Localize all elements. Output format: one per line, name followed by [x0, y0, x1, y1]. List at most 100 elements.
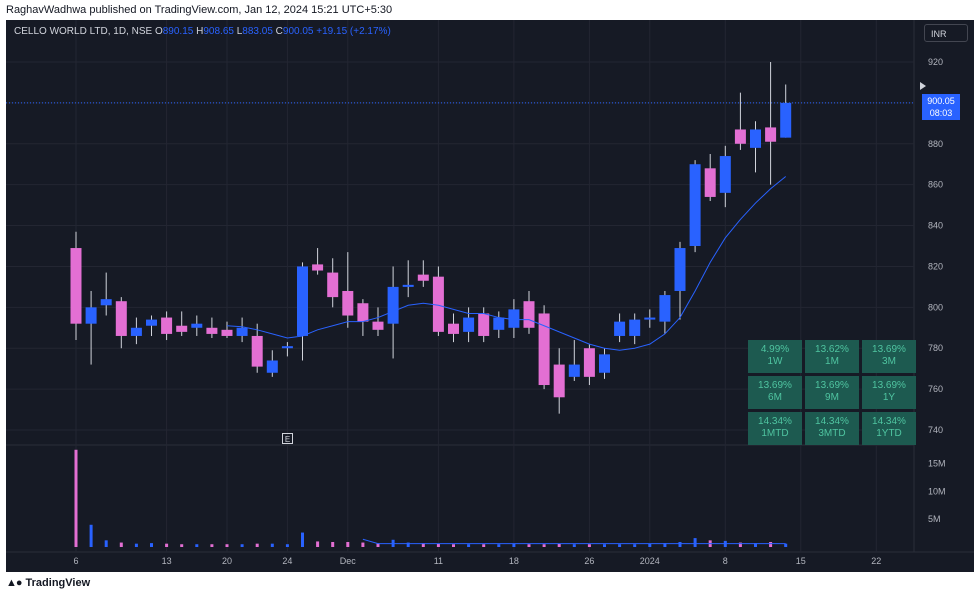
candle-body: [553, 364, 565, 398]
time-tick-label: 13: [162, 556, 172, 566]
candle-body: [734, 129, 746, 144]
candle-body: [266, 360, 278, 373]
perf-cell-1mtd: 14.34% 1MTD: [748, 412, 802, 445]
volume-bar: [738, 542, 742, 547]
candle-body: [689, 164, 701, 246]
candle-body: [281, 346, 293, 349]
perf-cell-6m: 13.69% 6M: [748, 376, 802, 409]
candle-body: [100, 299, 112, 306]
time-tick-label: 6: [73, 556, 78, 566]
candle-body: [221, 329, 233, 336]
volume-bar: [346, 542, 350, 547]
perf-value: 13.69%: [815, 380, 849, 391]
candle-body: [146, 319, 157, 326]
price-tick-label: 860: [928, 180, 943, 190]
close-value: 900.05: [282, 26, 314, 37]
tradingview-logo-icon: ▲●: [6, 577, 23, 589]
time-tick-label: 11: [434, 556, 443, 566]
candle-body: [176, 325, 188, 332]
volume-bar: [467, 544, 471, 547]
volume-tick-label: 5M: [928, 514, 941, 524]
volume-bar: [361, 542, 365, 547]
time-tick-label: 15: [796, 556, 806, 566]
time-tick-label: 18: [509, 556, 519, 566]
volume-bar: [512, 543, 516, 547]
candle-body: [780, 102, 792, 138]
perf-label: 6M: [768, 392, 782, 403]
candle-body: [312, 264, 324, 271]
candle-body: [568, 364, 580, 377]
volume-bar: [618, 544, 622, 547]
candle-body: [297, 266, 308, 336]
candle-body: [463, 317, 475, 332]
perf-value: 13.69%: [872, 344, 906, 355]
perf-cell-1w: 4.99% 1W: [748, 340, 802, 373]
candle-body: [130, 327, 142, 336]
perf-value: 13.62%: [815, 344, 849, 355]
perf-label: 1Y: [882, 392, 896, 403]
volume-bar: [240, 544, 244, 547]
volume-bar: [603, 544, 606, 547]
volume-bar: [301, 532, 304, 547]
volume-ma-line: [362, 538, 786, 545]
moving-average-line: [226, 176, 787, 351]
open-label: O: [154, 26, 163, 37]
time-tick-label: 24: [282, 556, 292, 566]
candle-body: [765, 127, 777, 142]
play-arrow-icon[interactable]: [920, 82, 926, 90]
perf-value: 13.69%: [758, 380, 792, 391]
candle-body: [674, 248, 686, 291]
candle-body: [583, 348, 595, 377]
change-value: +19.15 (+2.17%): [316, 26, 391, 37]
price-tick-label: 800: [928, 302, 943, 312]
candle-body: [493, 317, 505, 330]
candle-body: [750, 129, 761, 148]
perf-label: 1YTD: [876, 428, 902, 439]
perf-label: 1M: [825, 356, 839, 367]
candle-body: [357, 303, 369, 322]
volume-bar: [769, 542, 773, 547]
candle-body: [538, 313, 550, 386]
candle-body: [206, 327, 218, 334]
volume-bar: [376, 543, 380, 547]
perf-value: 13.69%: [872, 380, 906, 391]
volume-bar: [406, 542, 410, 547]
currency-button[interactable]: INR: [924, 24, 968, 42]
earnings-event-marker[interactable]: E: [282, 433, 293, 444]
volume-bar: [693, 538, 697, 547]
chart-area[interactable]: 9209008808608408208007807607406132024Dec…: [6, 20, 974, 572]
tradingview-logo[interactable]: ▲● TradingView: [6, 577, 90, 589]
perf-cell-9m: 13.69% 9M: [805, 376, 859, 409]
volume-bar: [210, 544, 214, 547]
candle-body: [417, 274, 429, 281]
volume-bar: [104, 540, 108, 547]
high-value: 908.65: [203, 26, 234, 37]
candlestick-chart[interactable]: 9209008808608408208007807607406132024Dec…: [6, 20, 974, 572]
time-tick-label: 22: [871, 556, 881, 566]
candle-body: [432, 276, 444, 332]
volume-bar: [754, 543, 757, 547]
volume-bar: [150, 543, 153, 547]
volume-bar: [285, 544, 289, 547]
volume-bar: [542, 544, 546, 547]
candle-body: [251, 335, 263, 367]
volume-bar: [663, 543, 667, 547]
perf-label: 3MTD: [818, 428, 846, 439]
volume-bar: [678, 542, 682, 547]
candle-body: [236, 327, 248, 336]
candle-body: [161, 317, 173, 334]
low-value: 883.05: [242, 26, 273, 37]
volume-tick-label: 10M: [928, 486, 946, 496]
candle-body: [448, 323, 459, 334]
volume-bar: [195, 544, 199, 547]
perf-cell-1y: 13.69% 1Y: [862, 376, 916, 409]
volume-bar: [482, 544, 486, 547]
volume-bar: [134, 543, 138, 547]
candle-body: [478, 313, 490, 336]
price-tick-label: 840: [928, 221, 943, 231]
volume-bar: [497, 544, 501, 547]
candle-body: [704, 168, 716, 197]
time-tick-label: Dec: [340, 556, 357, 566]
volume-bar: [784, 543, 788, 547]
candle-body: [719, 156, 731, 193]
